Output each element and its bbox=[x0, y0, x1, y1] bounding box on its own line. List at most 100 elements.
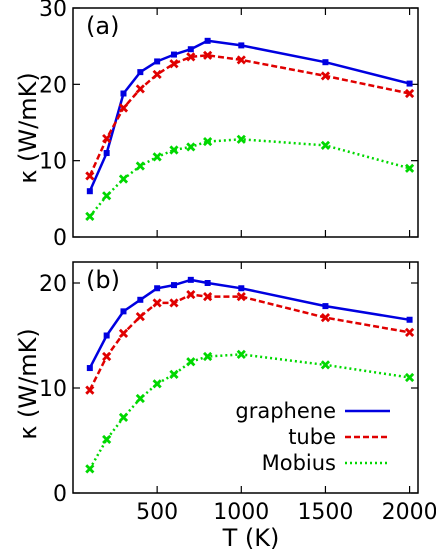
point-mark-mobius bbox=[169, 369, 179, 379]
point-mobius-a bbox=[102, 191, 112, 201]
point-mobius-a bbox=[186, 142, 196, 152]
point-tube-a bbox=[404, 88, 415, 99]
point-tube-b bbox=[203, 292, 213, 302]
point-mobius-a bbox=[135, 161, 145, 171]
point-tube-b bbox=[135, 312, 145, 322]
legend-label-tube: tube bbox=[288, 425, 336, 449]
point-mark-mobius bbox=[152, 379, 162, 389]
point-graphene-b bbox=[322, 303, 329, 310]
series-line-tube-a bbox=[88, 54, 410, 177]
y-axis-label: κ (W/mK) bbox=[14, 72, 42, 183]
plot-frame-b bbox=[72, 261, 419, 494]
y-tick-label-b: 0 bbox=[53, 482, 67, 507]
point-graphene-b bbox=[103, 332, 110, 339]
x-tick-label: 1000 bbox=[213, 500, 269, 525]
point-tube-a bbox=[85, 171, 95, 181]
point-mobius-a bbox=[169, 145, 179, 155]
point-mark-mobius bbox=[186, 357, 196, 367]
point-mobius-b bbox=[169, 369, 179, 379]
point-mobius-a bbox=[320, 140, 331, 150]
point-mark-tube bbox=[152, 69, 162, 79]
y-tick-label-a: 0 bbox=[53, 226, 67, 251]
point-tube-a bbox=[102, 133, 112, 144]
point-tube-a bbox=[320, 71, 331, 81]
point-mark-tube bbox=[135, 84, 145, 94]
point-tube-a bbox=[203, 50, 213, 60]
point-mark-mobius bbox=[85, 464, 95, 474]
point-tube-b bbox=[118, 328, 129, 338]
point-mobius-b bbox=[320, 360, 331, 370]
point-mobius-a bbox=[85, 211, 95, 221]
panel-label-b: (b) bbox=[86, 266, 120, 294]
point-mark-mobius bbox=[135, 161, 145, 171]
point-graphene-a bbox=[120, 90, 127, 97]
point-tube-b bbox=[102, 351, 112, 362]
point-graphene-a bbox=[187, 46, 194, 53]
point-mark-tube bbox=[236, 292, 246, 302]
legend-entry-mobius: Mobius bbox=[262, 451, 390, 475]
plot-frame-a bbox=[72, 7, 419, 238]
point-graphene-a bbox=[86, 188, 93, 195]
y-axis-label-b: κ (W/mK) bbox=[14, 328, 42, 439]
point-graphene-b bbox=[170, 282, 177, 289]
point-mark-mobius bbox=[203, 136, 213, 147]
point-tube-b bbox=[85, 385, 95, 395]
point-mark-tube bbox=[118, 103, 129, 113]
point-mark-tube bbox=[404, 327, 415, 337]
point-mark-mobius bbox=[236, 134, 246, 144]
point-mobius-b bbox=[85, 464, 95, 474]
point-graphene-b bbox=[204, 280, 211, 286]
point-mobius-b bbox=[186, 357, 196, 367]
legend: graphene tube Mobius bbox=[235, 399, 390, 475]
point-graphene-b bbox=[137, 296, 144, 303]
point-graphene-b bbox=[238, 285, 245, 292]
point-mobius-a bbox=[203, 136, 213, 147]
x-axis-label: T (K) bbox=[222, 524, 280, 552]
point-mark-mobius bbox=[118, 174, 129, 184]
point-mark-tube bbox=[320, 313, 331, 323]
y-tick-label-a: 20 bbox=[39, 73, 67, 98]
point-mobius-a bbox=[236, 134, 246, 144]
series-line-mobius-a bbox=[88, 138, 410, 218]
point-graphene-b bbox=[120, 308, 127, 315]
point-tube-a bbox=[236, 55, 246, 65]
point-mark-tube bbox=[236, 55, 246, 65]
x-tick-label: 2000 bbox=[382, 500, 436, 525]
point-tube-b bbox=[320, 313, 331, 323]
point-mobius-b bbox=[135, 393, 145, 404]
point-tube-b bbox=[186, 289, 196, 300]
point-graphene-a bbox=[137, 69, 144, 76]
point-mark-tube bbox=[203, 50, 213, 60]
point-mark-tube bbox=[169, 59, 179, 69]
x-tick-label: 1500 bbox=[297, 500, 353, 525]
point-mark-mobius bbox=[135, 393, 145, 404]
x-tick-label: 500 bbox=[136, 500, 178, 525]
y-tick-label-b: 20 bbox=[39, 272, 67, 297]
point-mark-tube bbox=[186, 52, 196, 62]
point-mark-mobius bbox=[236, 349, 246, 359]
point-mark-mobius bbox=[404, 372, 415, 383]
point-mark-mobius bbox=[102, 191, 112, 201]
point-mark-tube bbox=[186, 289, 196, 300]
point-mark-tube bbox=[203, 292, 213, 302]
series-line-graphene-b bbox=[88, 278, 410, 369]
point-mobius-b bbox=[404, 372, 415, 383]
point-tube-b bbox=[236, 292, 246, 302]
point-mark-tube bbox=[102, 351, 112, 362]
point-tube-b bbox=[404, 327, 415, 337]
point-mark-mobius bbox=[404, 163, 415, 173]
point-tube-b bbox=[169, 298, 179, 308]
point-tube-a bbox=[186, 52, 196, 62]
point-mobius-b bbox=[102, 434, 112, 445]
point-mark-tube bbox=[320, 71, 331, 81]
point-mobius-b bbox=[118, 412, 129, 422]
point-mark-mobius bbox=[203, 351, 213, 362]
point-mobius-a bbox=[118, 174, 129, 184]
point-tube-a bbox=[169, 59, 179, 69]
point-mobius-b bbox=[236, 349, 246, 359]
point-graphene-a bbox=[204, 37, 211, 44]
legend-entry-tube: tube bbox=[288, 425, 390, 449]
point-graphene-b bbox=[154, 285, 161, 292]
panel-a: 0 10 20 30 (a) bbox=[39, 0, 419, 251]
point-mark-mobius bbox=[320, 140, 331, 150]
